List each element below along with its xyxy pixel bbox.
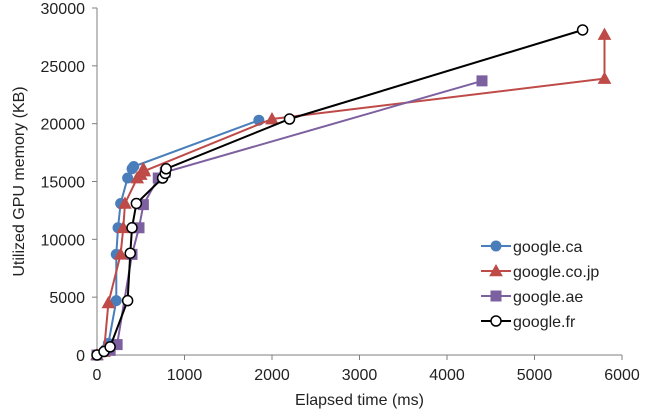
data-point	[113, 247, 128, 260]
x-tick-label: 3000	[342, 367, 378, 384]
x-tick-label: 0	[93, 367, 102, 384]
legend-item: google.co.jp	[481, 263, 599, 281]
data-point	[128, 160, 140, 172]
legend-label: google.ca	[513, 239, 582, 256]
series-google-fr	[91, 24, 589, 361]
x-tick-label: 5000	[517, 367, 553, 384]
y-tick-label: 30000	[41, 1, 86, 18]
y-ticks: 0 5000 10000 15000 20000 25000 30000	[41, 1, 97, 365]
legend-item: google.ca	[481, 239, 582, 256]
series-line	[96, 29, 583, 356]
y-axis-title: Utilized GPU memory (KB)	[11, 86, 28, 276]
data-point	[126, 222, 138, 234]
legend: google.ca google.co.jp google.ae google.fr	[481, 239, 599, 331]
series-layer	[90, 24, 612, 361]
x-tick-label: 6000	[604, 367, 640, 384]
data-point	[160, 163, 172, 175]
data-point	[265, 112, 279, 125]
y-tick-label: 25000	[41, 59, 86, 76]
y-tick-label: 20000	[41, 117, 86, 134]
data-point	[121, 294, 134, 307]
data-point	[283, 113, 296, 125]
series-line	[96, 34, 606, 356]
y-tick-label: 10000	[41, 232, 86, 249]
data-point	[597, 27, 612, 40]
y-tick-label: 0	[76, 348, 85, 365]
x-tick-label: 1000	[167, 367, 203, 384]
legend-item: google.fr	[481, 314, 576, 331]
data-point	[122, 172, 134, 184]
x-axis-title: Elapsed time (ms)	[295, 392, 424, 409]
x-tick-label: 2000	[254, 367, 290, 384]
data-point	[476, 75, 488, 87]
legend-item: google.ae	[481, 289, 583, 306]
legend-label: google.ae	[513, 289, 583, 306]
data-point	[597, 71, 612, 84]
y-tick-label: 15000	[41, 175, 86, 192]
data-point	[124, 247, 136, 259]
data-point	[576, 24, 589, 36]
data-point	[101, 295, 116, 309]
legend-marker	[490, 290, 502, 302]
legend-marker	[490, 240, 502, 252]
x-ticks: 0 1000 2000 3000 4000 5000 6000	[93, 355, 640, 384]
legend-marker	[489, 263, 503, 277]
legend-label: google.co.jp	[513, 264, 599, 281]
data-point	[118, 196, 132, 209]
legend-marker	[490, 315, 502, 327]
data-point	[104, 341, 116, 353]
x-tick-label: 4000	[429, 367, 465, 384]
data-point	[116, 220, 131, 234]
legend-label: google.fr	[513, 314, 576, 331]
data-point	[137, 164, 152, 177]
series-google-co-jp	[90, 27, 612, 361]
y-tick-label: 5000	[49, 290, 85, 307]
data-point	[110, 295, 122, 307]
data-point	[130, 197, 143, 210]
